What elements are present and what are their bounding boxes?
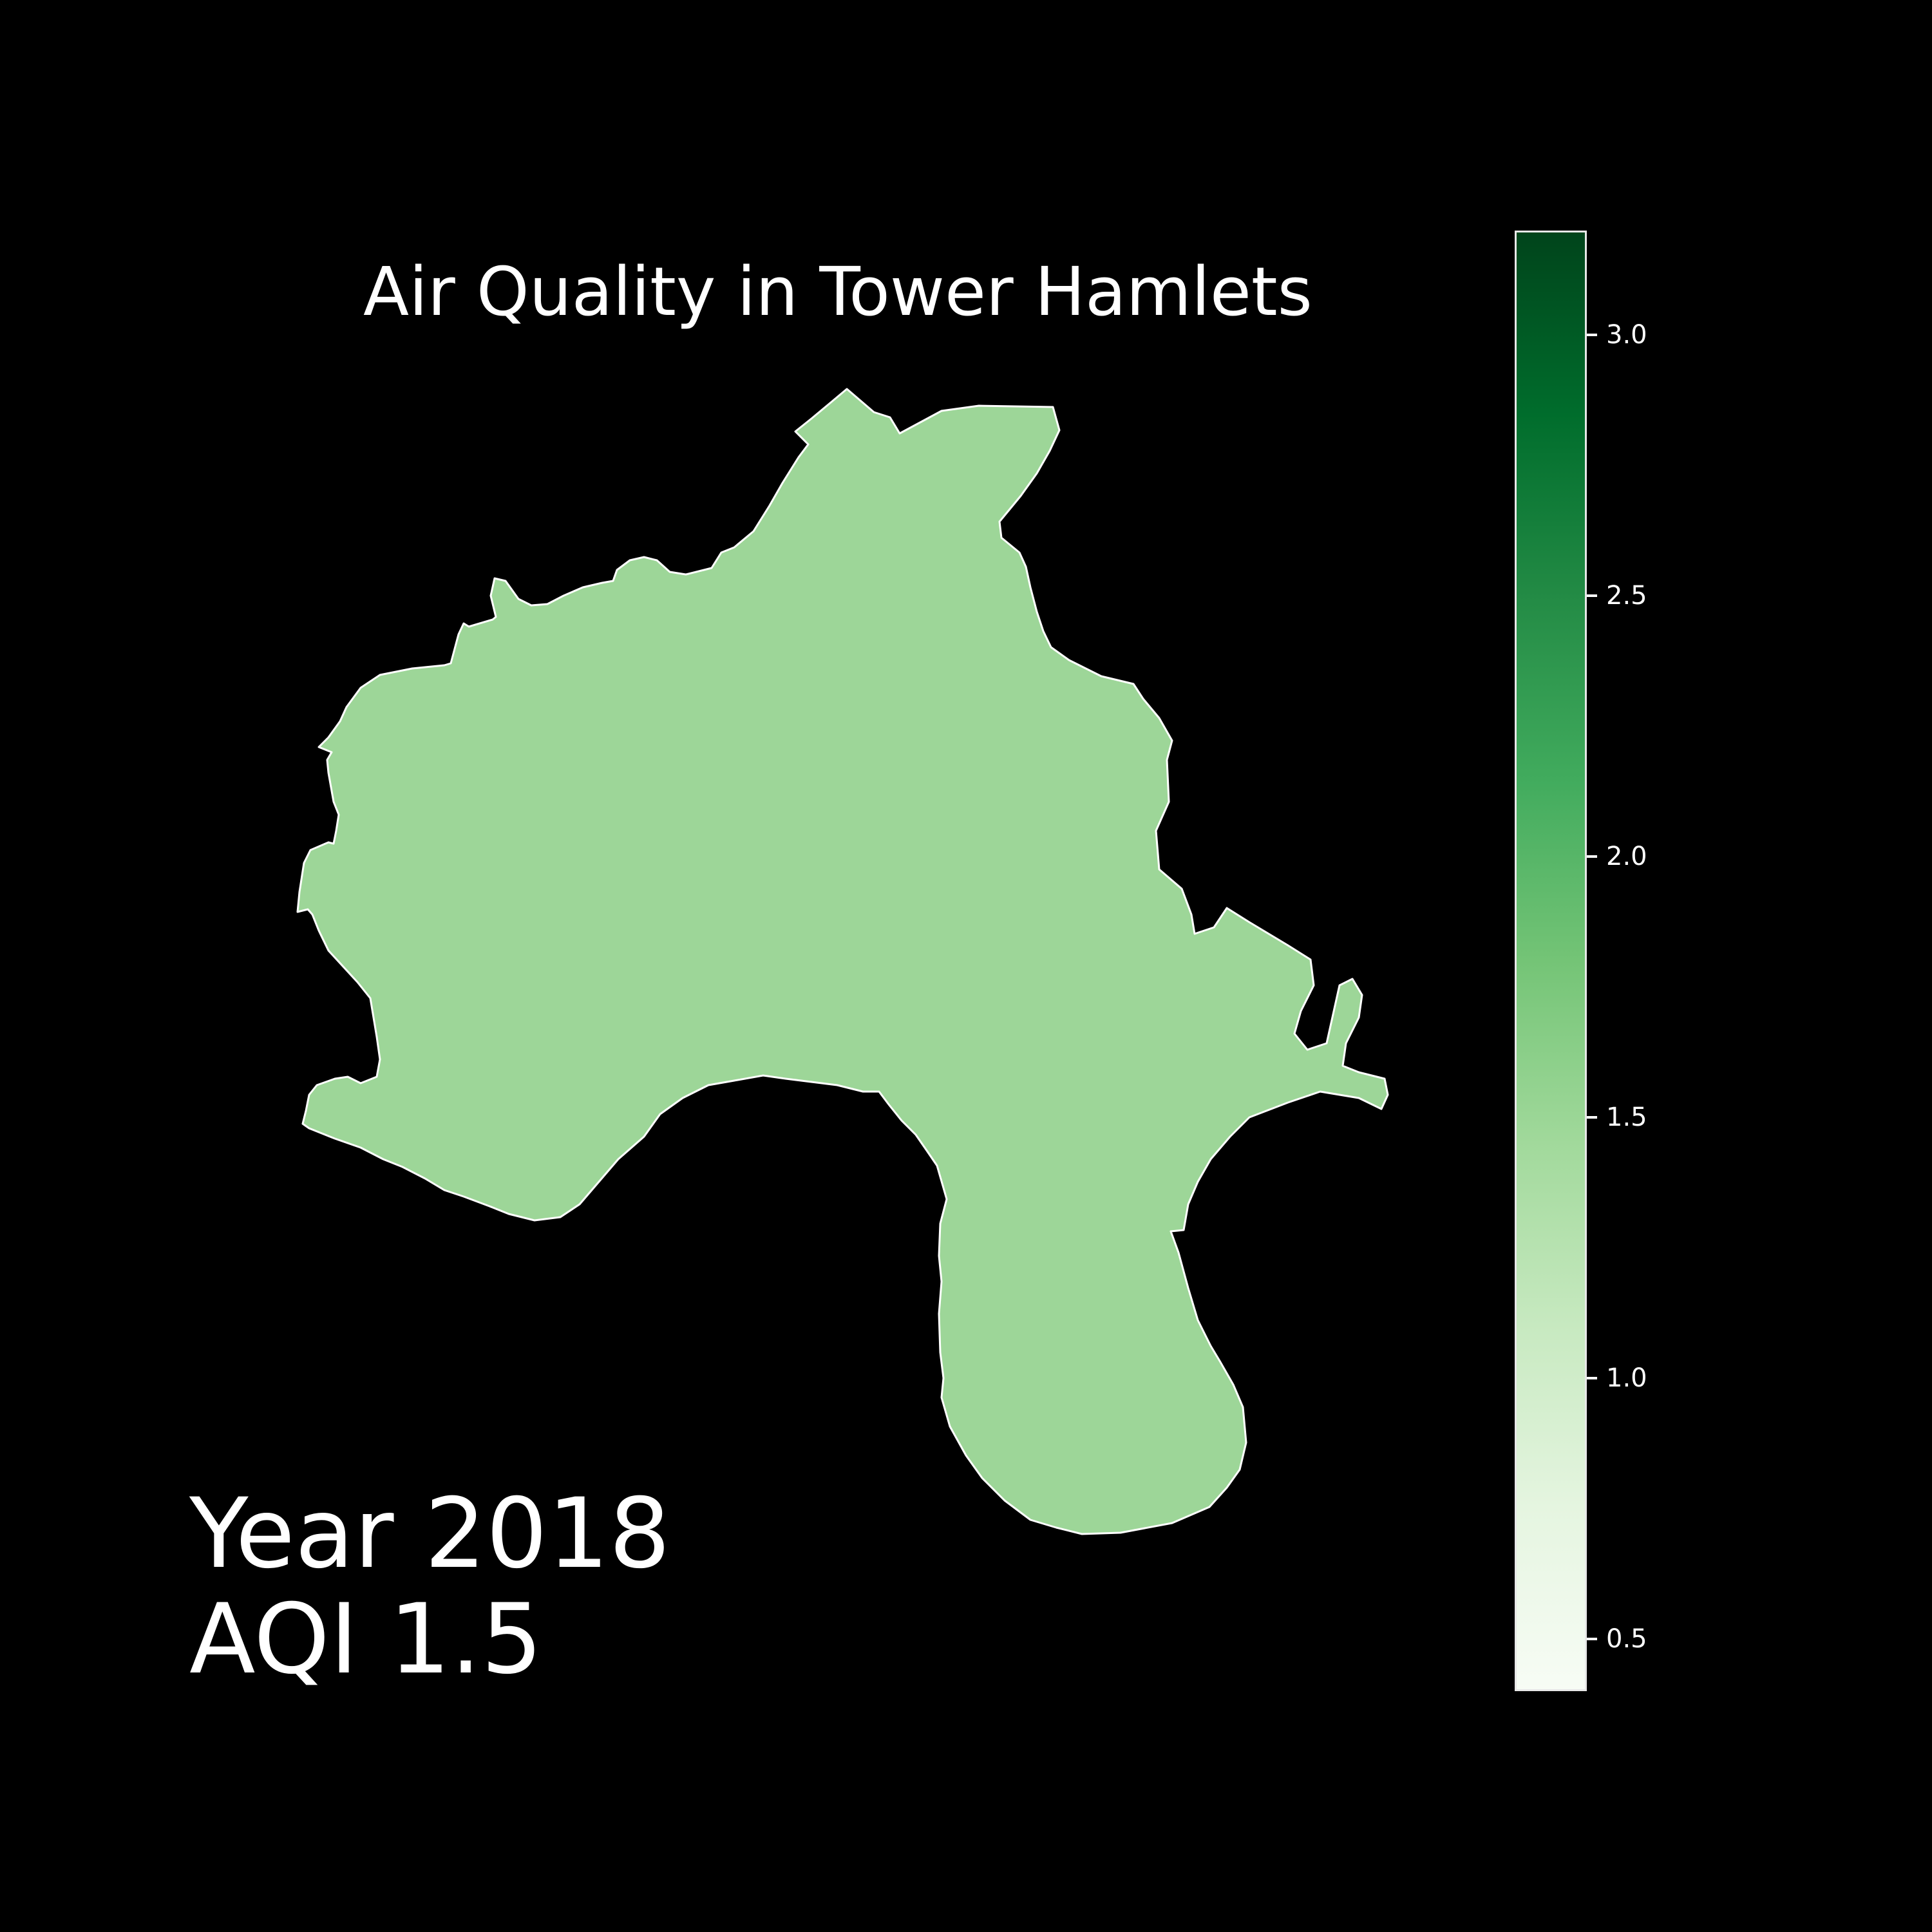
colorbar: [1515, 231, 1587, 1691]
tower-hamlets-region[interactable]: [296, 388, 1389, 1535]
colorbar-tick-mark: [1587, 594, 1597, 597]
colorbar-tick-mark: [1587, 855, 1597, 858]
aqi-label: AQI 1.5: [189, 1584, 543, 1696]
colorbar-tick-label: 1.0: [1606, 1363, 1647, 1393]
colorbar-tick-mark: [1587, 1638, 1597, 1640]
colorbar-tick-mark: [1587, 334, 1597, 336]
year-label: Year 2018: [189, 1478, 670, 1590]
colorbar-tick-label: 3.0: [1606, 320, 1647, 350]
colorbar-tick-label: 0.5: [1606, 1624, 1647, 1654]
colorbar-tick-label: 2.0: [1606, 842, 1647, 871]
info-block: Year 2018 AQI 1.5: [189, 1481, 670, 1692]
colorbar-tick-mark: [1587, 1116, 1597, 1119]
colorbar-tick-mark: [1587, 1377, 1597, 1379]
colorbar-tick-label: 2.5: [1606, 581, 1647, 611]
map-title: Air Quality in Tower Hamlets: [363, 252, 1312, 331]
colorbar-tick-label: 1.5: [1606, 1103, 1647, 1132]
